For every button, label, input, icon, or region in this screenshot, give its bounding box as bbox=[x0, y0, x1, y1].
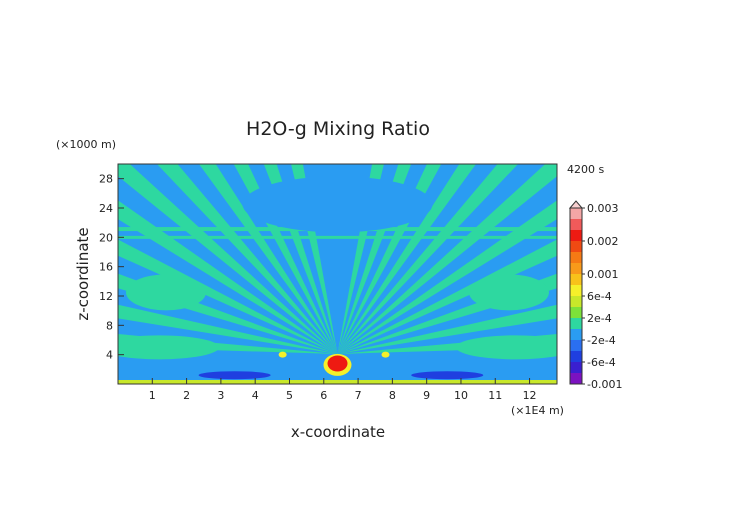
time-label: 4200 s bbox=[567, 163, 604, 176]
plot-frame bbox=[117, 163, 558, 385]
surface-layer bbox=[118, 380, 557, 384]
colorbar-segment bbox=[570, 230, 582, 241]
x-tick-label: 8 bbox=[389, 389, 396, 402]
colorbar-segment bbox=[570, 318, 582, 329]
x-tick-label: 1 bbox=[149, 389, 156, 402]
wave-band bbox=[337, 164, 477, 354]
x-tick-label: 2 bbox=[183, 389, 190, 402]
colorbar-tick-label: -0.001 bbox=[587, 378, 622, 391]
colorbar-segment bbox=[570, 252, 582, 263]
colorbar-tick-label: -6e-4 bbox=[587, 356, 616, 369]
x-tick-label: 11 bbox=[488, 389, 502, 402]
x-tick-label: 9 bbox=[423, 389, 430, 402]
horizontal-band bbox=[118, 235, 557, 239]
colorbar-tick-label: 0.003 bbox=[587, 202, 619, 215]
wave-band bbox=[337, 239, 557, 354]
x-tick-label: 3 bbox=[217, 389, 224, 402]
y-tick-label: 28 bbox=[99, 173, 113, 186]
colorbar-segment bbox=[570, 373, 582, 384]
y-axis-label: z-coordinate bbox=[74, 227, 92, 320]
wave-band bbox=[337, 164, 557, 354]
x-tick-label: 5 bbox=[286, 389, 293, 402]
x-axis: 1 2 3 4 5 6 7 8 9 10 11 12 bbox=[149, 378, 537, 402]
chart-title: H2O-g Mixing Ratio bbox=[246, 118, 430, 140]
colorbar-segment bbox=[570, 307, 582, 318]
colorbar-segment bbox=[570, 362, 582, 373]
colorbar-tick-label: 2e-4 bbox=[587, 312, 612, 325]
colorbar-tick-label: 6e-4 bbox=[587, 290, 612, 303]
plot-area bbox=[118, 164, 557, 384]
y-tick-label: 12 bbox=[99, 290, 113, 303]
x-axis-label: x-coordinate bbox=[291, 423, 385, 441]
side-lobe bbox=[126, 274, 207, 311]
small-cell bbox=[278, 351, 287, 358]
x-tick-label: 10 bbox=[454, 389, 468, 402]
y-tick-label: 24 bbox=[99, 202, 113, 215]
colorbar-segment bbox=[570, 329, 582, 340]
colorbar-tick-label: 0.002 bbox=[587, 235, 619, 248]
low-anomaly bbox=[411, 371, 484, 380]
colorbar: 0.003 0.002 0.001 6e-4 2e-4 -2e-4 -6e-4 -0.001 bbox=[568, 200, 622, 391]
colorbar-segment bbox=[570, 351, 582, 362]
colorbar-tick-label: 0.001 bbox=[587, 268, 619, 281]
x-tick-label: 12 bbox=[523, 389, 537, 402]
y-axis: 4 8 12 16 20 24 28 bbox=[99, 173, 124, 362]
colorbar-segment bbox=[570, 285, 582, 296]
x-tick-label: 6 bbox=[320, 389, 327, 402]
x-tick-label: 4 bbox=[252, 389, 259, 402]
field-features bbox=[198, 351, 484, 380]
wave-band bbox=[156, 164, 338, 354]
low-anomaly bbox=[198, 371, 271, 380]
side-lobe bbox=[455, 335, 557, 360]
colorbar-segment bbox=[570, 241, 582, 252]
colorbar-segment bbox=[570, 219, 582, 230]
colorbar-tick-label: -2e-4 bbox=[587, 334, 616, 347]
wave-band bbox=[233, 164, 338, 354]
upper-dome bbox=[242, 176, 433, 233]
y-unit-label: (×1000 m) bbox=[56, 138, 116, 151]
wave-band bbox=[291, 164, 338, 354]
colorbar-segment bbox=[570, 274, 582, 285]
colorbar-segment bbox=[570, 208, 582, 219]
plume-core bbox=[327, 355, 348, 372]
y-tick-label: 16 bbox=[99, 261, 113, 274]
side-lobe bbox=[468, 274, 549, 311]
wave-band bbox=[337, 304, 557, 354]
side-lobe bbox=[118, 335, 220, 360]
wave-band bbox=[118, 239, 338, 354]
colorbar-segment bbox=[570, 263, 582, 274]
wave-band bbox=[337, 164, 519, 354]
x-tick-label: 7 bbox=[355, 389, 362, 402]
colorbar-segment bbox=[570, 296, 582, 307]
y-tick-label: 8 bbox=[106, 319, 113, 332]
y-tick-label: 4 bbox=[106, 349, 113, 362]
y-tick-label: 20 bbox=[99, 231, 113, 244]
colorbar-arrow bbox=[568, 200, 584, 209]
wave-band bbox=[118, 164, 338, 354]
small-cell bbox=[381, 351, 390, 358]
wave-band bbox=[198, 164, 338, 354]
field-pattern bbox=[118, 164, 557, 384]
wave-band bbox=[118, 304, 338, 354]
colorbar-segment bbox=[570, 340, 582, 351]
x-unit-label: (×1E4 m) bbox=[511, 404, 564, 417]
